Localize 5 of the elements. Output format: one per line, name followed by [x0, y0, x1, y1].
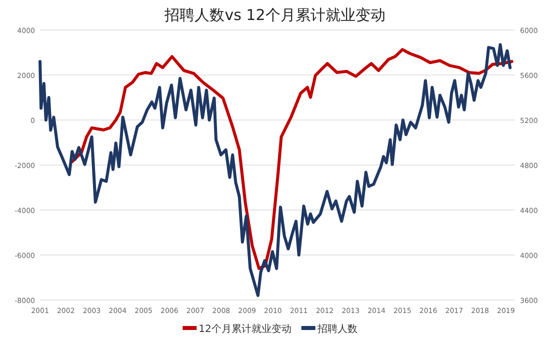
legend-label: 12个月累计就业变动	[198, 323, 292, 335]
chart-title: 招聘人数vs 12个月累计就业变动	[164, 6, 386, 24]
line-series	[38, 43, 512, 297]
line-series	[70, 48, 514, 270]
legend-label: 招聘人数	[316, 323, 358, 335]
